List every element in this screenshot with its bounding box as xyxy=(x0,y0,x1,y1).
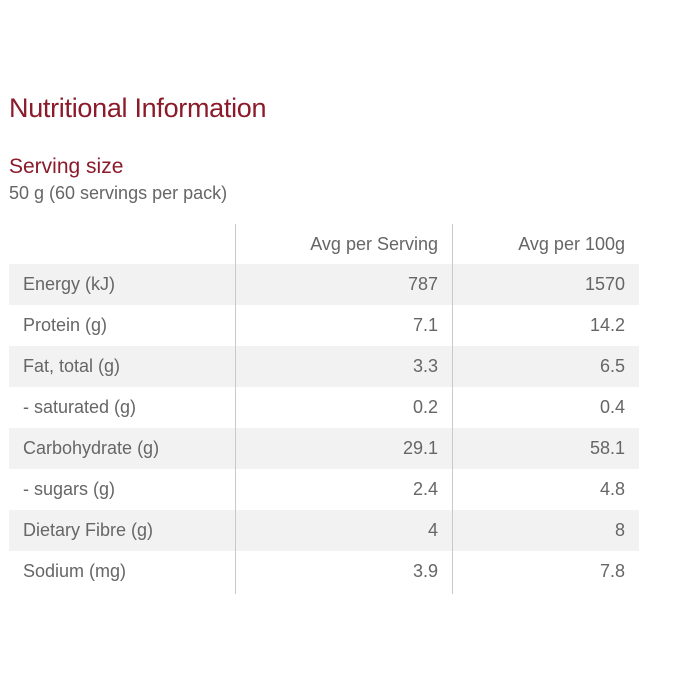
table-row: Protein (g) 7.1 14.2 xyxy=(9,305,639,346)
value-per-100g: 0.4 xyxy=(599,397,625,417)
value-per-100g: 6.5 xyxy=(599,356,625,376)
table-header-row: Avg per Serving Avg per 100g xyxy=(9,224,639,264)
header-per-100g: Avg per 100g xyxy=(518,233,625,254)
table-row: Energy (kJ) 787 1570 xyxy=(9,264,639,305)
value-per-serving: 3.9 xyxy=(412,561,438,581)
nutrient-name: - saturated (g) xyxy=(23,397,137,417)
value-per-serving: 7.1 xyxy=(412,315,438,335)
header-nutrient xyxy=(9,224,236,264)
nutrient-name: Fat, total (g) xyxy=(23,356,121,376)
table-row: Carbohydrate (g) 29.1 58.1 xyxy=(9,428,639,469)
table-row: - saturated (g) 0.2 0.4 xyxy=(9,387,639,428)
table-row: - sugars (g) 2.4 4.8 xyxy=(9,469,639,510)
nutrition-table: Avg per Serving Avg per 100g Energy (kJ)… xyxy=(9,224,639,594)
nutrient-name: Protein (g) xyxy=(23,315,108,335)
value-per-serving: 787 xyxy=(407,274,438,294)
serving-size-label: Serving size xyxy=(9,155,124,178)
value-per-serving: 2.4 xyxy=(412,479,438,499)
value-per-100g: 7.8 xyxy=(599,561,625,581)
nutrient-name: - sugars (g) xyxy=(23,479,116,499)
serving-size-value: 50 g (60 servings per pack) xyxy=(9,183,228,203)
value-per-100g: 14.2 xyxy=(589,315,625,335)
table-row: Fat, total (g) 3.3 6.5 xyxy=(9,346,639,387)
value-per-100g: 8 xyxy=(614,520,625,540)
table-row: Dietary Fibre (g) 4 8 xyxy=(9,510,639,551)
value-per-serving: 4 xyxy=(427,520,438,540)
value-per-serving: 29.1 xyxy=(402,438,438,458)
column-divider xyxy=(452,224,453,594)
nutrient-name: Carbohydrate (g) xyxy=(23,438,160,458)
nutrient-name: Sodium (mg) xyxy=(23,561,127,581)
column-divider xyxy=(235,224,236,594)
nutrient-name: Energy (kJ) xyxy=(23,274,116,294)
value-per-100g: 1570 xyxy=(584,274,625,294)
value-per-100g: 58.1 xyxy=(589,438,625,458)
nutrient-name: Dietary Fibre (g) xyxy=(23,520,154,540)
page-title: Nutritional Information xyxy=(9,93,267,123)
header-per-serving: Avg per Serving xyxy=(310,233,438,254)
value-per-100g: 4.8 xyxy=(599,479,625,499)
value-per-serving: 3.3 xyxy=(412,356,438,376)
table-row: Sodium (mg) 3.9 7.8 xyxy=(9,551,639,592)
value-per-serving: 0.2 xyxy=(412,397,438,417)
